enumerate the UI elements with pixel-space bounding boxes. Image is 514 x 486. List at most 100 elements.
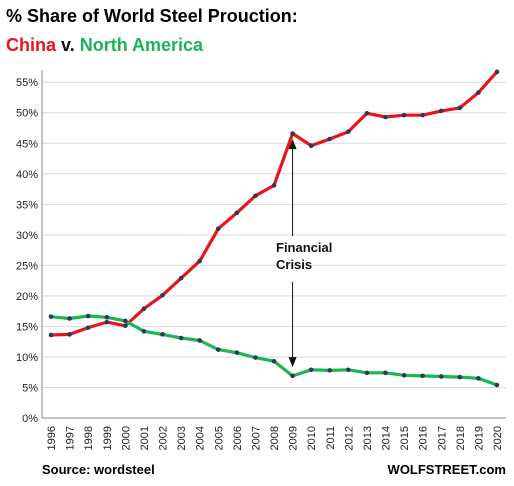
data-point-north-america: [67, 316, 72, 321]
data-point-china: [215, 226, 221, 232]
x-tick-label: 1997: [65, 426, 77, 450]
x-tick-label: 1998: [83, 426, 95, 450]
x-tick-label: 2017: [436, 426, 448, 450]
data-point-china: [48, 332, 54, 338]
y-tick-label: 45%: [16, 138, 38, 150]
data-point-china: [85, 325, 91, 330]
x-tick-label: 2009: [288, 426, 300, 450]
x-tick-label: 2008: [269, 426, 281, 450]
y-tick-label: 50%: [16, 108, 38, 120]
data-point-china: [197, 258, 202, 264]
data-point-north-america: [215, 347, 221, 352]
data-point-china: [253, 193, 258, 199]
y-tick-label: 0%: [22, 413, 38, 425]
data-point-china: [123, 323, 128, 329]
annotation-arrowhead-down: [288, 357, 297, 368]
x-axis-ticks: 1996 1997 1998 1999 2000 2001 2002 2003 2004 2005…: [46, 426, 504, 450]
data-point-china: [401, 112, 407, 118]
data-point-north-america: [123, 318, 128, 324]
subtitle-vs: v.: [56, 35, 80, 55]
data-point-china: [420, 112, 425, 118]
data-point-china: [290, 131, 295, 136]
data-point-china: [494, 69, 500, 75]
data-point-north-america: [48, 314, 54, 319]
x-tick-label: 2007: [250, 426, 262, 450]
series-markers: [48, 69, 500, 388]
annotation-arrowhead-up: [288, 139, 297, 150]
data-point-china: [327, 136, 333, 142]
data-point-china: [383, 114, 388, 120]
data-point-china: [104, 319, 110, 325]
data-point-china: [271, 183, 277, 188]
x-tick-label: 2015: [399, 426, 411, 450]
x-tick-label: 2020: [492, 426, 504, 450]
x-tick-label: 2001: [139, 426, 151, 450]
data-point-north-america: [438, 374, 444, 379]
annotation-label: Crisis: [276, 257, 312, 272]
y-tick-label: 20%: [16, 291, 38, 303]
annotation-label: Financial: [276, 240, 332, 255]
data-point-china: [178, 275, 184, 281]
data-point-north-america: [346, 367, 351, 373]
data-point-north-america: [401, 372, 407, 378]
data-point-china: [141, 306, 147, 312]
data-point-north-america: [271, 358, 277, 364]
x-tick-label: 2002: [158, 426, 170, 450]
x-tick-label: 2019: [473, 426, 485, 450]
financial-crisis-annotation: Financial Crisis: [276, 139, 332, 368]
data-point-china: [364, 111, 370, 116]
y-tick-label: 30%: [16, 230, 38, 242]
data-point-north-america: [178, 335, 184, 341]
x-tick-label: 2012: [343, 426, 355, 450]
data-point-north-america: [234, 350, 240, 355]
data-point-north-america: [494, 382, 500, 388]
chart-subtitle: China v. North America: [6, 35, 204, 55]
x-tick-label: 1996: [46, 426, 58, 450]
x-tick-label: 2011: [325, 426, 337, 450]
x-tick-label: 2016: [418, 426, 430, 450]
y-axis-ticks: 0% 5% 10% 15% 20% 25% 30% 35% 40% 45% 50% 55%: [16, 77, 38, 425]
x-tick-label: 2005: [213, 426, 225, 450]
data-point-china: [457, 105, 463, 111]
data-point-north-america: [476, 376, 481, 381]
x-tick-label: 2003: [176, 426, 188, 450]
data-point-north-america: [197, 338, 202, 343]
x-tick-label: 2000: [120, 426, 132, 450]
data-point-china: [438, 108, 444, 114]
gridlines: [41, 70, 506, 419]
series-lines: [50, 70, 499, 387]
data-point-china: [308, 143, 314, 149]
x-tick-label: 2010: [306, 426, 318, 450]
x-tick-label: 2004: [195, 426, 207, 450]
data-point-china: [346, 129, 351, 134]
data-point-north-america: [457, 374, 463, 380]
data-point-china: [67, 332, 72, 337]
data-point-north-america: [327, 368, 333, 373]
data-point-north-america: [160, 332, 165, 337]
data-point-north-america: [104, 314, 110, 320]
x-tick-label: 1999: [102, 426, 114, 450]
y-tick-label: 5%: [22, 382, 38, 394]
data-point-china: [234, 210, 240, 216]
x-tick-label: 2018: [455, 426, 467, 450]
data-point-north-america: [364, 370, 370, 376]
data-point-north-america: [85, 313, 91, 319]
data-point-north-america: [290, 373, 295, 379]
y-tick-label: 40%: [16, 169, 38, 181]
data-point-north-america: [308, 367, 314, 373]
data-point-north-america: [420, 373, 425, 379]
data-point-china: [160, 292, 165, 298]
brand-label: WOLFSTREET.com: [388, 462, 506, 477]
y-tick-label: 35%: [16, 199, 38, 211]
data-point-north-america: [141, 329, 147, 334]
y-tick-label: 55%: [16, 77, 38, 89]
y-tick-label: 10%: [16, 352, 38, 364]
x-tick-label: 2014: [381, 426, 393, 450]
subtitle-north-america: North America: [80, 35, 204, 55]
data-point-china: [476, 90, 481, 95]
data-point-north-america: [383, 370, 388, 376]
x-tick-label: 2013: [362, 426, 374, 450]
y-tick-label: 25%: [16, 260, 38, 272]
x-tick-label: 2006: [232, 426, 244, 450]
